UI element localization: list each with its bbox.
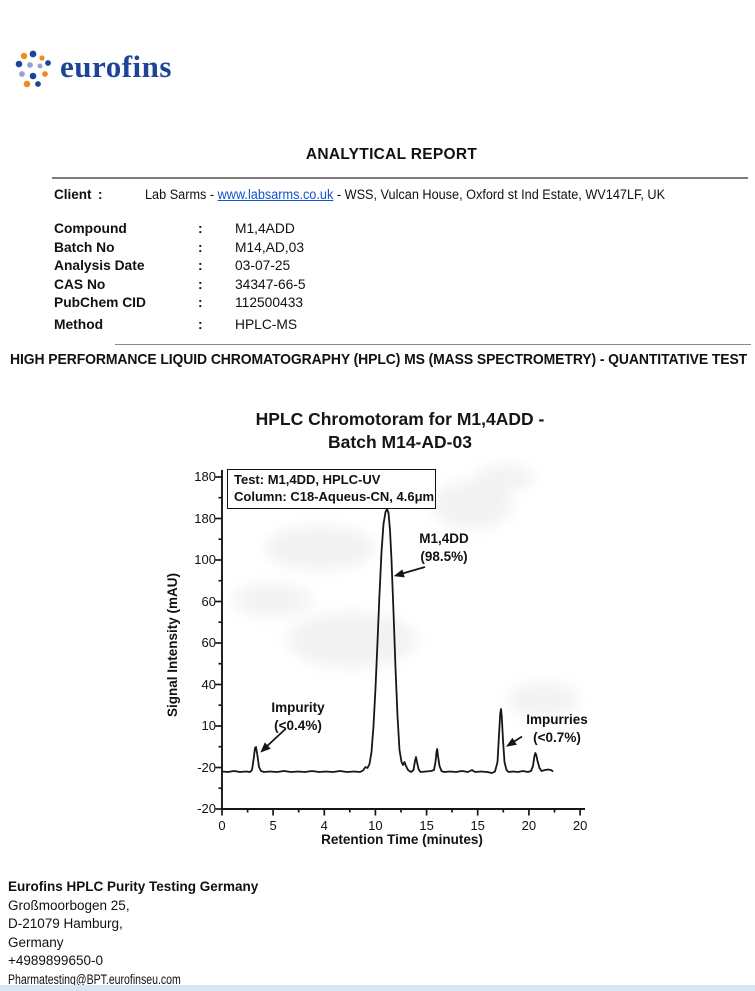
y-tick-label: 40 — [201, 676, 216, 692]
plot-axes — [221, 470, 585, 810]
section-divider — [115, 344, 751, 346]
x-tick-label: 0 — [218, 818, 226, 833]
x-tick-label: 20 — [521, 818, 537, 833]
eurofins-wordmark: eurofins — [60, 49, 172, 84]
x-tick-label: 20 — [572, 818, 588, 833]
y-tick-label: 60 — [201, 593, 216, 609]
detail-row: PubChem CID : 112500433 — [0, 295, 600, 314]
x-axis-ticks — [221, 809, 581, 816]
client-colon: : — [98, 187, 103, 202]
sample-details: Compound : M1,4ADD Batch No : M14,AD,03 … — [0, 221, 600, 336]
footer-address-line: D-21079 Hamburg, — [8, 916, 123, 931]
footer-address-line: Germany — [8, 934, 64, 950]
annotation-main-peak: M1,4DD (98.5%) — [419, 531, 469, 564]
x-tick-label: 10 — [368, 818, 383, 833]
hplc-chromatogram-figure: HPLC Chromotoram for M1,4ADD - Batch M14… — [0, 400, 755, 870]
detail-colon: : — [198, 316, 203, 332]
chromatogram-trace — [221, 508, 554, 774]
y-tick-label: 60 — [201, 635, 216, 650]
detail-colon: : — [198, 239, 203, 255]
detail-colon: : — [198, 295, 203, 311]
client-website-link[interactable]: www.labsarms.co.uk — [217, 187, 334, 202]
annotation-impurities-right: Impurries (<0.7%) — [526, 712, 588, 745]
detail-label: PubChem CID — [54, 295, 146, 311]
detail-label: Method — [54, 316, 104, 332]
chart-legend-box: Test: M1,4DD, HPLC-UV Column: C18-Aqueus… — [227, 469, 436, 509]
detail-colon: : — [198, 221, 203, 236]
detail-value: HPLC-MS — [235, 316, 298, 332]
section-heading: HIGH PERFORMANCE LIQUID CHROMATOGRAPHY (… — [10, 351, 748, 368]
eurofins-logo-dots-icon — [15, 50, 51, 88]
y-axis-ticks — [215, 476, 222, 810]
annotation-arrows — [260, 566, 523, 753]
footer-phone: +4989899650-0 — [8, 953, 103, 968]
client-label: Client — [54, 187, 92, 202]
detail-value: 03-07-25 — [235, 258, 291, 274]
x-tick-label: 5 — [269, 818, 277, 833]
client-name: Lab Sarms - — [145, 187, 218, 202]
detail-row: Batch No : M14,AD,03 — [0, 240, 600, 259]
chart-title-line2: Batch M14-AD-03 — [328, 432, 472, 452]
footer-address-line: Großmoorbogen 25, — [8, 897, 130, 913]
legend-test-line: Test: M1,4DD, HPLC-UV — [234, 472, 381, 487]
y-tick-label: 180 — [194, 469, 216, 484]
client-value: Lab Sarms - www.labsarms.co.uk - WSS, Vu… — [145, 187, 665, 202]
detail-label: Batch No — [54, 239, 115, 255]
page-title: ANALYTICAL REPORT — [305, 146, 478, 163]
detail-label: Compound — [54, 221, 127, 236]
y-tick-label: -20 — [197, 759, 216, 775]
annotation-impurity-left: Impurity (<0.4%) — [271, 700, 325, 733]
detail-row: Analysis Date : 03-07-25 — [0, 258, 600, 277]
detail-value: 34347-66-5 — [235, 276, 306, 292]
detail-value: M1,4ADD — [235, 221, 295, 236]
x-axis-label: Retention Time (minutes) — [321, 832, 483, 847]
chart-title: HPLC Chromotoram for M1,4ADD - Batch M14… — [170, 408, 630, 454]
y-tick-label: 180 — [194, 510, 216, 526]
chromatogram-plot — [215, 465, 585, 816]
client-address: - WSS, Vulcan House, Oxford st Ind Estat… — [333, 187, 666, 202]
y-tick-label: 100 — [194, 552, 216, 567]
detail-row: Method : HPLC-MS — [0, 317, 600, 336]
detail-colon: : — [198, 258, 203, 274]
detail-label: Analysis Date — [54, 258, 145, 274]
detail-value: 112500433 — [235, 295, 304, 311]
detail-row: Compound : M1,4ADD — [0, 221, 600, 240]
detail-value: M14,AD,03 — [235, 239, 305, 255]
detail-colon: : — [198, 276, 203, 292]
detail-row: CAS No : 34347-66-5 — [0, 277, 600, 296]
y-tick-label: -20 — [197, 801, 216, 816]
scan-noise — [232, 465, 578, 718]
detail-label: CAS No — [54, 276, 106, 292]
legend-column-line: Column: C18-Aqueus-CN, 4.6μm — [234, 488, 435, 504]
x-tick-label: 4 — [320, 818, 328, 833]
footer-email: Pharmatesting@BPT.eurofinseu.com — [8, 971, 181, 987]
chart-title-line1: HPLC Chromotoram for M1,4ADD - — [255, 409, 545, 429]
x-tick-label: 15 — [470, 818, 485, 833]
x-tick-label: 15 — [419, 818, 434, 833]
page-bottom-band — [0, 985, 755, 991]
y-tick-label: 10 — [201, 718, 216, 733]
footer-company: Eurofins HPLC Purity Testing Germany — [8, 879, 259, 894]
header-divider — [52, 177, 748, 179]
lab-footer: Eurofins HPLC Purity Testing Germany Gro… — [8, 878, 258, 989]
